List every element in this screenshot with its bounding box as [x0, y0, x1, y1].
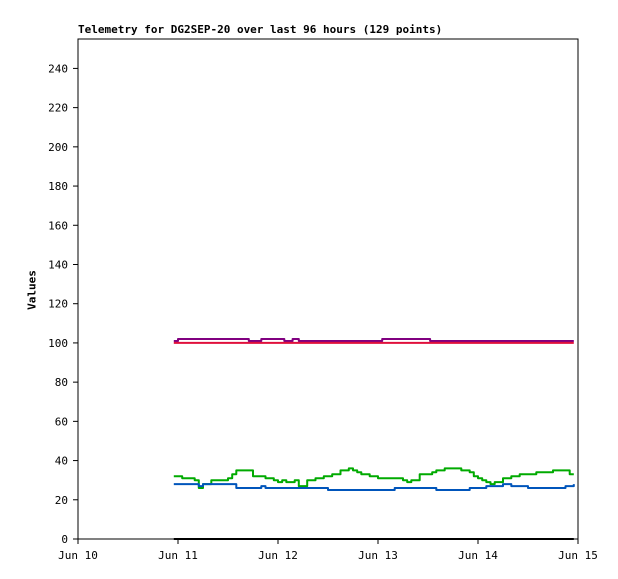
- y-tick-label: 100: [48, 337, 68, 350]
- series-line-4: [173, 483, 575, 491]
- y-tick-label: 60: [55, 415, 68, 428]
- y-tick-label: 80: [55, 376, 68, 389]
- x-tick-label: Jun 12: [258, 549, 298, 562]
- y-tick-label: 220: [48, 102, 68, 115]
- y-tick-label: 120: [48, 298, 68, 311]
- series-line-1: [173, 338, 574, 342]
- x-tick-label: Jun 15: [558, 549, 598, 562]
- x-tick-label: Jun 13: [358, 549, 398, 562]
- y-tick-label: 140: [48, 258, 68, 271]
- y-tick-label: 240: [48, 62, 68, 75]
- y-tick-label: 200: [48, 141, 68, 154]
- y-tick-label: 0: [61, 533, 68, 546]
- y-tick-label: 180: [48, 180, 68, 193]
- x-tick-label: Jun 10: [58, 549, 98, 562]
- plot-frame: [77, 38, 579, 540]
- x-tick-label: Jun 11: [158, 549, 198, 562]
- chart-title: Telemetry for DG2SEP-20 over last 96 hou…: [78, 23, 443, 36]
- y-tick-label: 160: [48, 219, 68, 232]
- y-tick-label: 20: [55, 494, 68, 507]
- y-tick-label: 40: [55, 455, 68, 468]
- series-line-3: [173, 467, 574, 489]
- x-tick-label: Jun 14: [458, 549, 498, 562]
